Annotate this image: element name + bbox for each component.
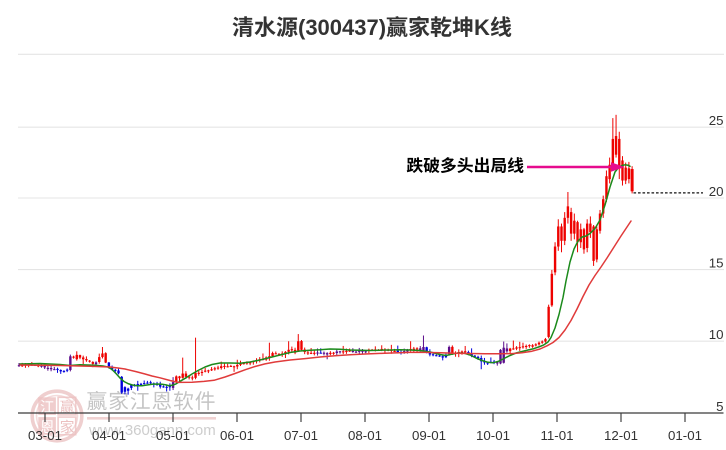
svg-text:12-01: 12-01 [604,428,638,443]
svg-text:07-01: 07-01 [284,428,318,443]
svg-text:20: 20 [709,184,724,199]
svg-text:10-01: 10-01 [476,428,510,443]
svg-text:08-01: 08-01 [348,428,382,443]
svg-text:01-01: 01-01 [668,428,702,443]
svg-text:09-01: 09-01 [412,428,446,443]
svg-text:03-01: 03-01 [28,428,62,443]
svg-text:11-01: 11-01 [540,428,573,443]
svg-text:25: 25 [709,113,724,128]
svg-text:10: 10 [709,327,724,342]
svg-text:04-01: 04-01 [92,428,126,443]
svg-text:5: 5 [716,399,723,414]
svg-text:(300437): (300437) [298,15,386,40]
svg-text:K: K [474,15,490,40]
svg-text:www.360gann.com: www.360gann.com [88,422,216,439]
svg-text:05-01: 05-01 [156,428,190,443]
svg-text:06-01: 06-01 [220,428,254,443]
svg-text:15: 15 [709,255,724,270]
